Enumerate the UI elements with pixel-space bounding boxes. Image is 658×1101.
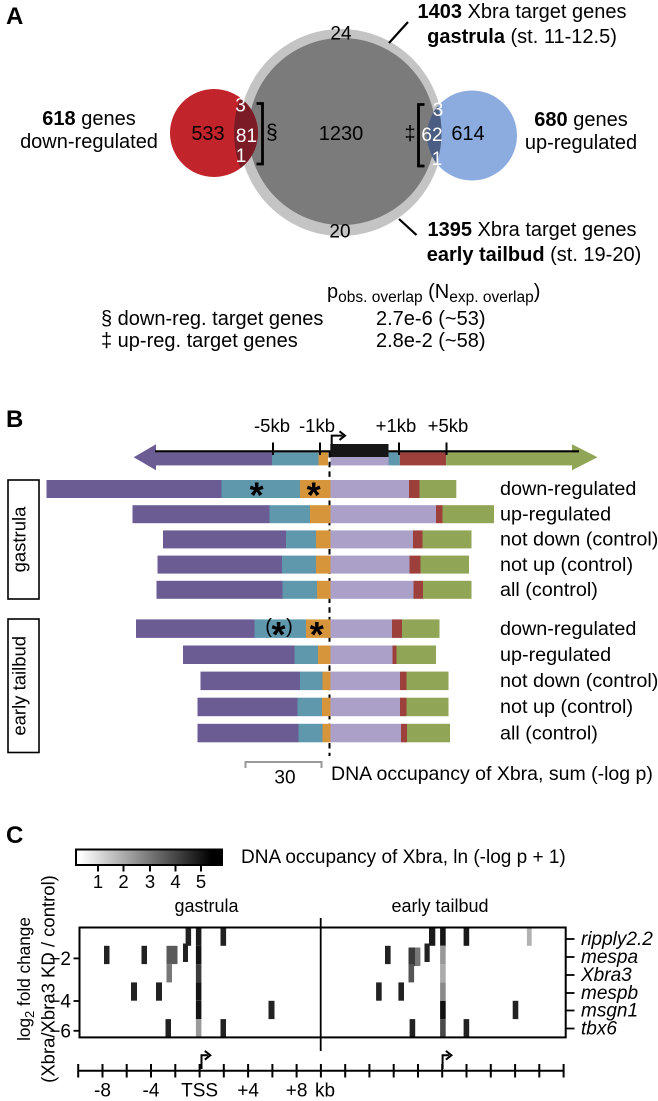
svg-text:down-regulated: down-regulated [500, 478, 636, 500]
svg-text:614: 614 [451, 123, 484, 145]
svg-text:*: * [250, 475, 264, 516]
svg-text:down-regulated: down-regulated [500, 618, 636, 640]
svg-text:not up (control): not up (control) [500, 696, 633, 718]
svg-text:early tailbud: early tailbud [9, 636, 30, 736]
svg-text:-1kb: -1kb [299, 415, 335, 436]
svg-text:618 genes: 618 genes [42, 108, 135, 130]
svg-text:msgn1: msgn1 [581, 1001, 638, 1022]
svg-text:3: 3 [235, 96, 246, 117]
svg-text:1: 1 [93, 871, 103, 892]
svg-text:‡ up-reg. target genes: ‡ up-reg. target genes [101, 330, 298, 352]
svg-text:+5kb: +5kb [428, 415, 469, 436]
svg-text:Xbra3: Xbra3 [580, 965, 632, 986]
svg-text:-5kb: -5kb [254, 415, 290, 436]
svg-text:DNA occupancy of Xbra, ln (-lo: DNA occupancy of Xbra, ln (-log p + 1) [241, 847, 566, 868]
svg-text:2: 2 [118, 871, 128, 892]
svg-text:B: B [6, 406, 23, 433]
svg-text:up-regulated: up-regulated [500, 644, 611, 666]
svg-text:kb: kb [315, 1081, 335, 1101]
svg-text:log2 fold change: log2 fold change [14, 917, 37, 1041]
svg-text:2.8e-2 (~58): 2.8e-2 (~58) [376, 330, 486, 352]
svg-text:§ down-reg. target genes: § down-reg. target genes [101, 308, 323, 330]
svg-text:gastrula: gastrula [9, 506, 30, 573]
svg-text:+4: +4 [237, 1081, 259, 1101]
svg-text:§: § [266, 121, 278, 144]
svg-text:−2: −2 [49, 949, 71, 970]
svg-text:not down (control): not down (control) [500, 670, 658, 692]
svg-text:A: A [6, 3, 23, 30]
svg-text:81: 81 [236, 126, 257, 147]
svg-text:up-regulated: up-regulated [500, 503, 611, 525]
svg-text:−4: −4 [49, 992, 71, 1013]
svg-text:mespb: mespb [581, 983, 638, 1004]
svg-text:5: 5 [196, 871, 206, 892]
svg-text:all (control): all (control) [500, 722, 598, 744]
svg-text:20: 20 [329, 222, 350, 243]
svg-text:gastrula: gastrula [174, 896, 239, 916]
svg-text:C: C [6, 822, 23, 849]
svg-text:3: 3 [433, 100, 444, 121]
svg-text:early tailbud: early tailbud [391, 896, 488, 916]
svg-text:pobs. overlap (Nexp. overlap): pobs. overlap (Nexp. overlap) [327, 281, 540, 306]
svg-text:DNA occupancy of Xbra, sum (-l: DNA occupancy of Xbra, sum (-log p) [331, 763, 653, 785]
svg-text:*: * [307, 475, 321, 516]
svg-text:30: 30 [274, 768, 295, 789]
svg-text:-4: -4 [143, 1081, 160, 1101]
svg-text:680 genes: 680 genes [534, 109, 627, 131]
svg-text:62: 62 [421, 125, 442, 146]
svg-text:ripply2.2: ripply2.2 [581, 929, 653, 950]
svg-text:-8: -8 [94, 1081, 111, 1101]
svg-text:+1kb: +1kb [376, 415, 417, 436]
svg-text:early tailbud (st. 19-20): early tailbud (st. 19-20) [427, 244, 642, 266]
svg-text:all (control): all (control) [500, 579, 598, 601]
svg-text:not up (control): not up (control) [500, 554, 633, 576]
svg-text:‡: ‡ [405, 123, 416, 145]
svg-text:2.7e-6 (~53): 2.7e-6 (~53) [376, 308, 486, 330]
svg-text:tbx6: tbx6 [581, 1019, 617, 1040]
svg-text:533: 533 [191, 123, 224, 145]
svg-text:not down (control): not down (control) [500, 529, 658, 551]
svg-text:1395 Xbra target genes: 1395 Xbra target genes [427, 219, 636, 241]
svg-text:4: 4 [170, 871, 180, 892]
svg-text:mespa: mespa [581, 947, 638, 968]
svg-text:gastrula (st. 11-12.5): gastrula (st. 11-12.5) [427, 26, 617, 48]
svg-text:TSS: TSS [181, 1081, 218, 1101]
svg-text:−6: −6 [49, 1021, 71, 1042]
svg-text:(Xbra/Xbra3 KD / control): (Xbra/Xbra3 KD / control) [38, 875, 59, 1083]
svg-text:1: 1 [432, 149, 443, 170]
svg-text:3: 3 [145, 871, 155, 892]
svg-text:+8: +8 [286, 1081, 308, 1101]
svg-text:*: * [271, 614, 285, 655]
svg-text:1230: 1230 [319, 123, 364, 145]
svg-text:1: 1 [236, 146, 247, 167]
svg-text:(: ( [265, 616, 272, 638]
svg-text:*: * [310, 614, 324, 655]
svg-text:up-regulated: up-regulated [525, 132, 637, 154]
svg-text:): ) [286, 616, 293, 638]
svg-text:24: 24 [330, 24, 352, 45]
svg-text:down-regulated: down-regulated [20, 131, 158, 153]
svg-text:1403 Xbra target genes: 1403 Xbra target genes [417, 1, 626, 23]
